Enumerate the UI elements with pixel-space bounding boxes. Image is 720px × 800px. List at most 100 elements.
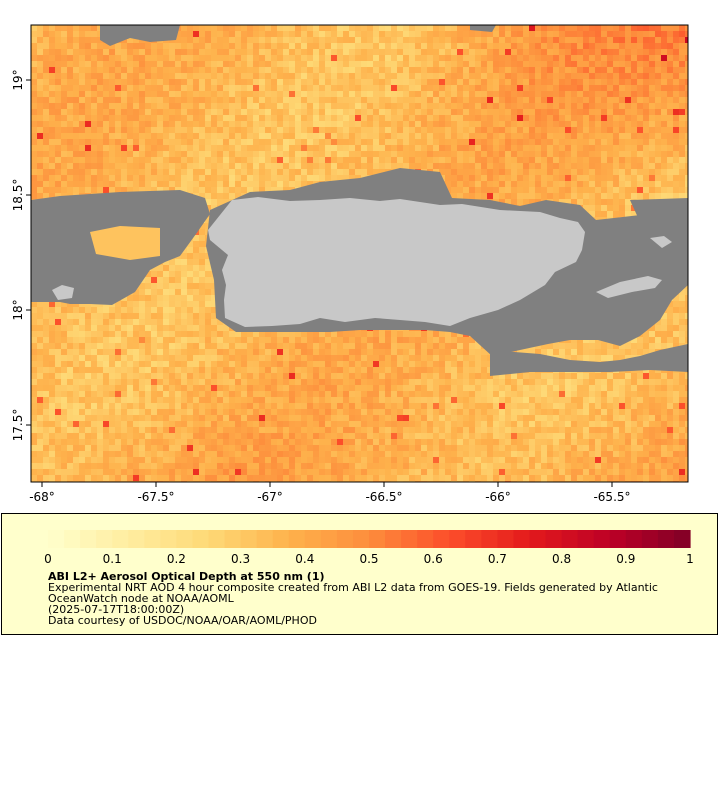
aod-cell [607,91,614,98]
aod-cell [181,295,188,302]
aod-cell [325,145,332,152]
aod-cell [301,163,308,170]
aod-cell [253,79,260,86]
aod-cell [145,73,152,80]
aod-cell [175,43,182,50]
aod-cell [385,61,392,68]
aod-cell [127,163,134,170]
aod-cell [439,55,446,62]
aod-cell [277,43,284,50]
aod-cell [655,163,662,170]
aod-cell [373,121,380,128]
aod-cell [277,31,284,38]
aod-cell [439,73,446,80]
aod-cell [169,55,176,62]
aod-cell [445,61,452,68]
aod-cell [457,121,464,128]
aod-cell [247,163,254,170]
aod-cell [217,25,224,32]
aod-cell [661,91,668,98]
aod-cell [553,49,560,56]
aod-cell [205,187,212,194]
aod-cell [157,115,164,122]
aod-cell [685,67,688,74]
aod-cell [307,121,314,128]
aod-cell [85,127,92,134]
aod-cell [673,55,680,62]
aod-cell [403,31,410,38]
aod-cell [163,115,170,122]
aod-cell [49,139,56,146]
aod-cell [199,31,206,38]
aod-cell [169,181,176,188]
aod-cell [175,49,182,56]
aod-cell [355,145,362,152]
aod-cell [487,157,494,164]
aod-cell [277,127,284,134]
aod-cell [661,61,668,68]
aod-cell [163,187,170,194]
aod-cell [631,97,638,104]
aod-cell [145,43,152,50]
aod-cell [511,193,518,200]
aod-cell [205,37,212,44]
aod-cell [337,115,344,122]
aod-cell [109,97,116,104]
aod-cell [265,61,272,68]
aod-cell [499,151,506,158]
aod-cell [625,61,632,68]
aod-cell [97,151,104,158]
aod-cell [469,169,476,176]
aod-cell [361,157,368,164]
aod-cell [505,169,512,176]
aod-cell [127,139,134,146]
aod-cell [661,49,668,56]
aod-cell [451,67,458,74]
aod-cell [205,127,212,134]
aod-cell [373,61,380,68]
aod-cell [229,193,236,200]
aod-cell [307,133,314,140]
aod-cell [589,199,596,206]
aod-cell [229,133,236,140]
aod-cell [277,133,284,140]
aod-cell [499,109,506,116]
aod-cell [151,145,158,152]
aod-cell [43,91,50,98]
aod-cell [661,103,668,110]
aod-cell [67,139,74,146]
aod-cell [577,79,584,86]
aod-cell [511,151,518,158]
aod-cell [283,109,290,116]
aod-cell [223,103,230,110]
aod-cell [331,139,338,146]
aod-cell [457,37,464,44]
aod-cell [199,241,206,248]
aod-cell [487,97,494,104]
aod-cell [397,109,404,116]
aod-cell [217,127,224,134]
aod-cell [427,97,434,104]
aod-cell [571,67,578,74]
aod-cell [247,61,254,68]
aod-cell [547,139,554,146]
aod-cell [37,127,44,134]
aod-cell [619,199,626,206]
aod-cell [283,73,290,80]
aod-cell [265,73,272,80]
aod-cell [589,97,596,104]
aod-cell [577,115,584,122]
aod-cell [523,73,530,80]
aod-cell [439,169,446,176]
aod-cell [643,187,650,194]
aod-cell [49,175,56,182]
aod-cell [61,151,68,158]
aod-cell [289,109,296,116]
aod-cell [403,67,410,74]
aod-cell [157,277,164,284]
aod-cell [331,25,338,32]
aod-cell [553,169,560,176]
aod-cell [445,127,452,134]
aod-cell [259,157,266,164]
aod-cell [253,55,260,62]
